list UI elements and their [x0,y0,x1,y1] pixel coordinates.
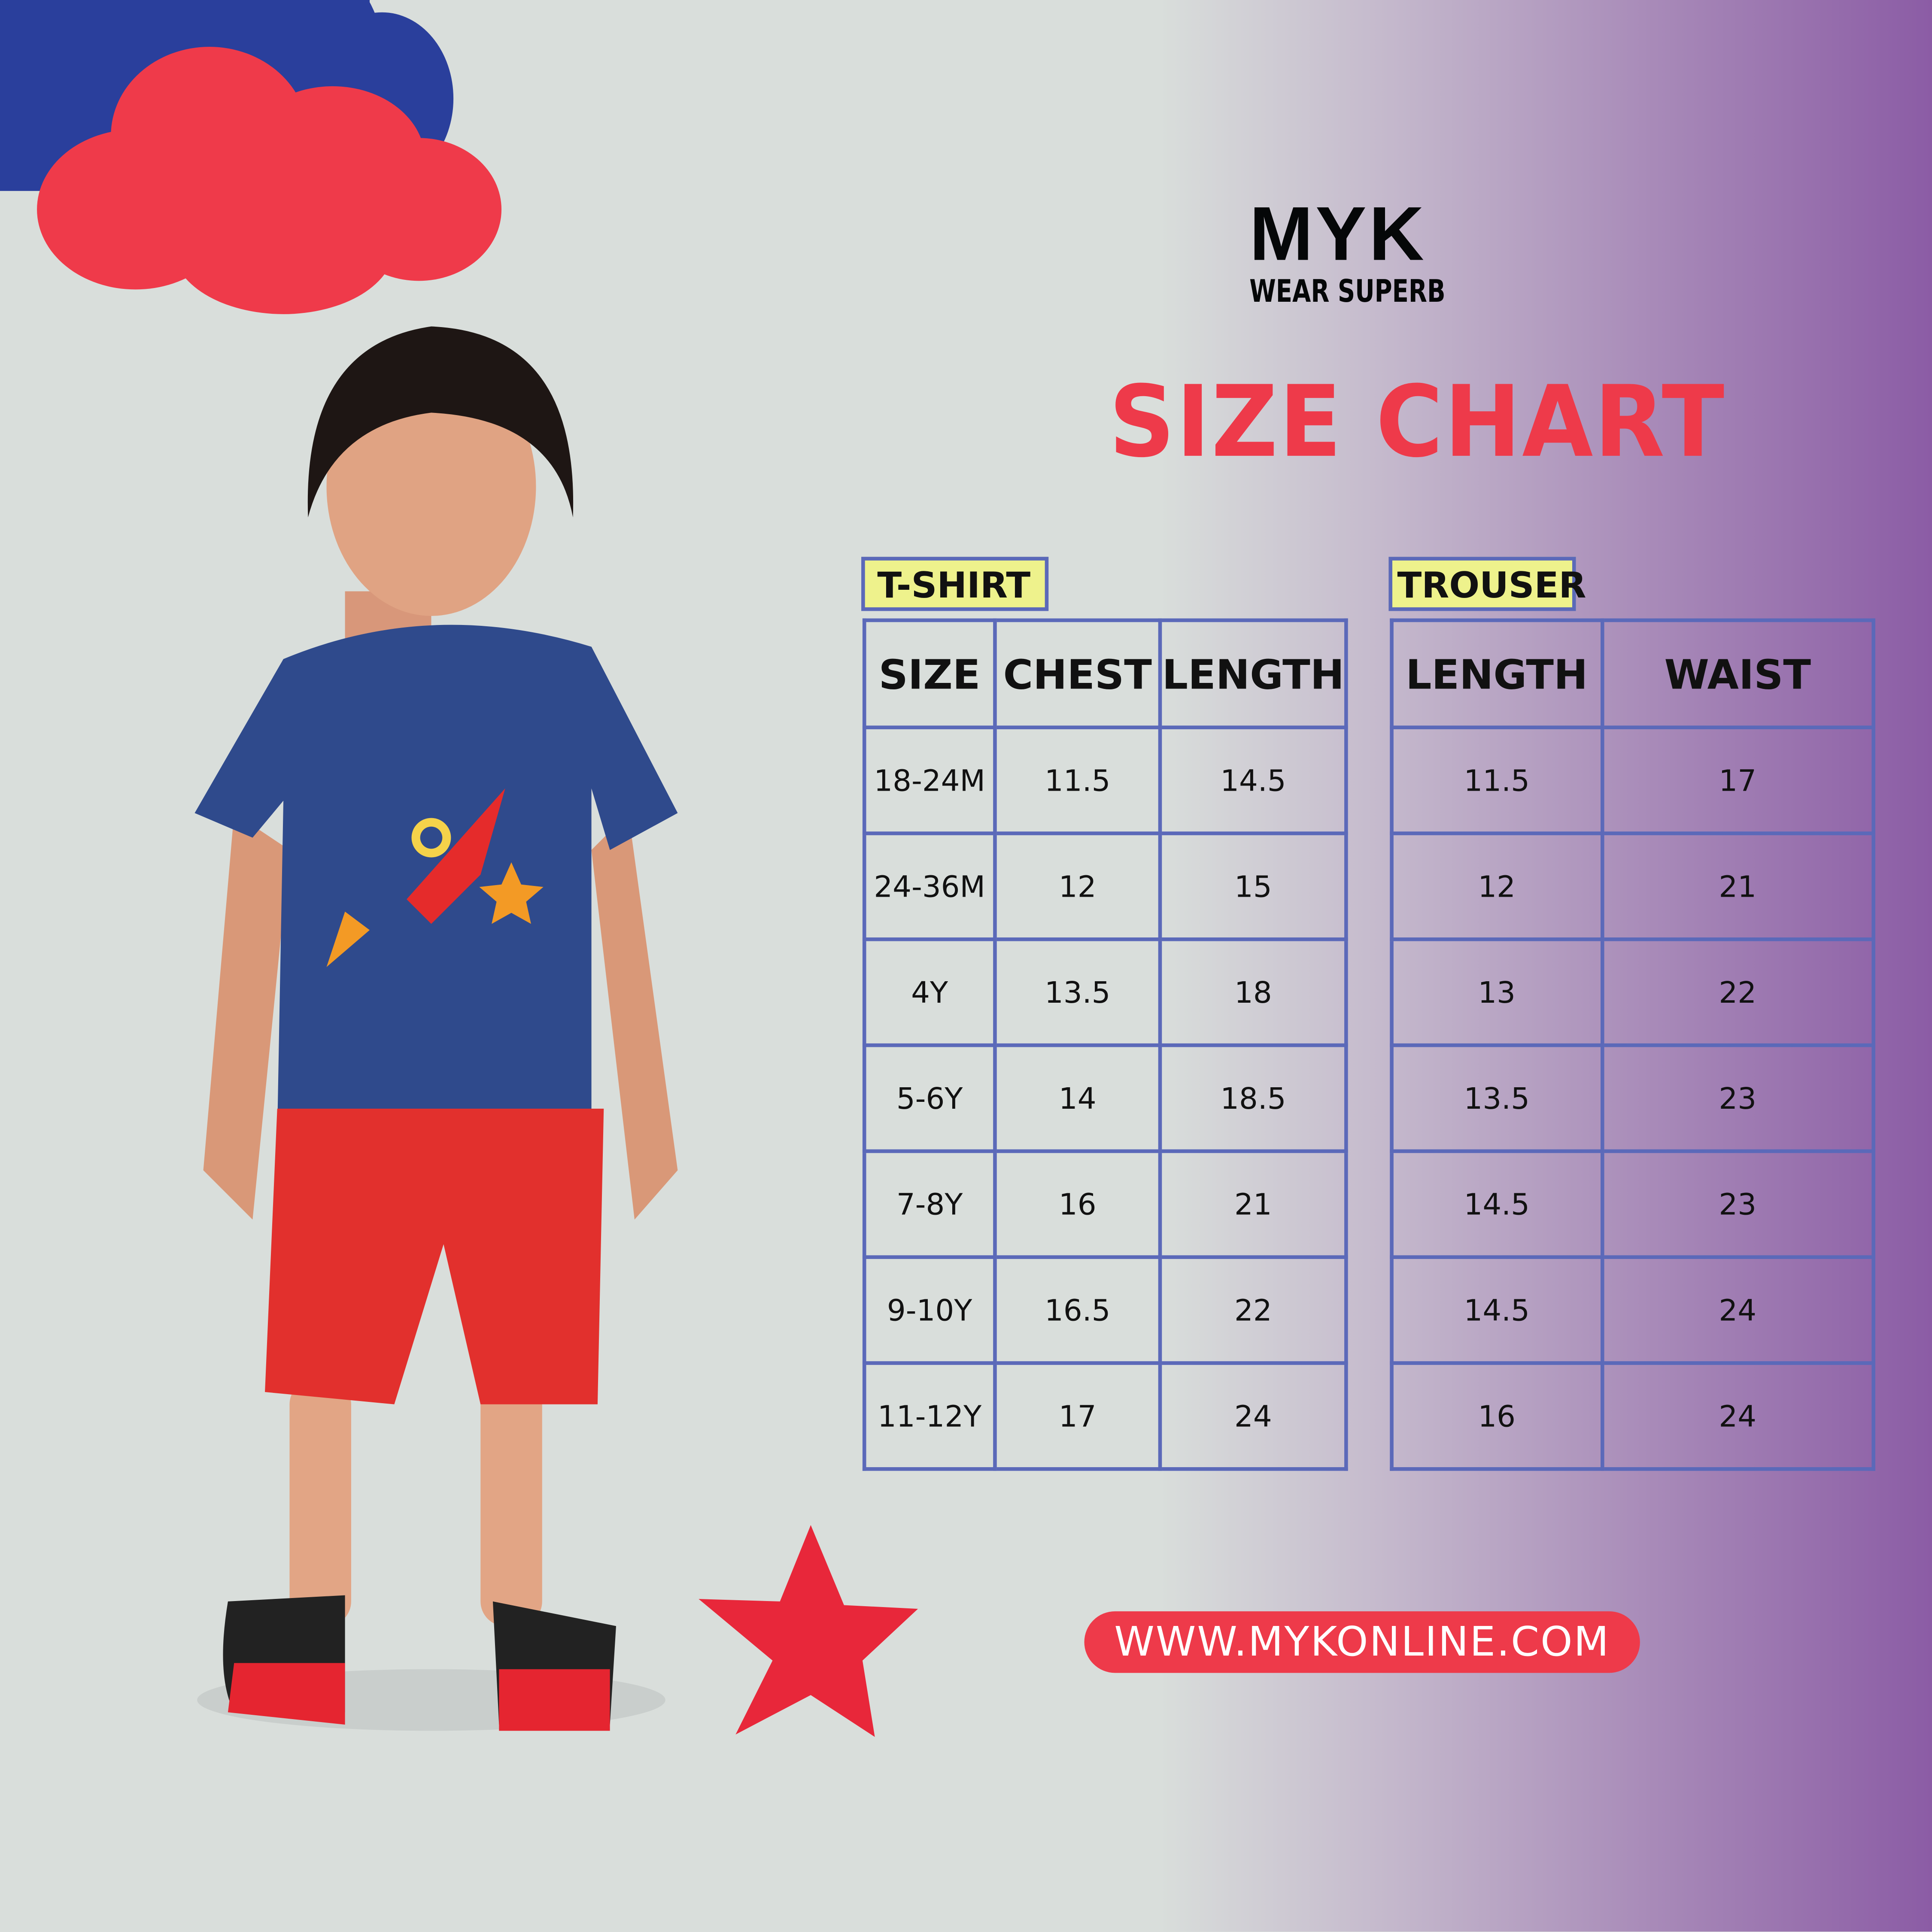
table-cell: 13 [1390,937,1604,1047]
column-header: CHEST [993,618,1162,729]
table-cell: 12 [1390,831,1604,941]
table-cell: 7-8Y [862,1149,997,1259]
table-cell: 16.5 [993,1255,1162,1365]
column-header: WAIST [1600,618,1875,729]
table-cell: 23 [1600,1149,1875,1259]
table-cell: 11-12Y [862,1361,997,1471]
trouser-size-table: LENGTH WAIST 11.5 17 12 21 13 22 13.5 23 14.5 23 14.… [1390,618,1875,1471]
table-cell: 22 [1600,937,1875,1047]
trouser-label: TROUSER [1388,557,1586,611]
column-header: LENGTH [1158,618,1348,729]
table-cell: 18.5 [1158,1043,1348,1153]
table-cell: 4Y [862,937,997,1047]
table-row: 12 21 [1390,831,1875,941]
table-row: 11.5 17 [1390,725,1875,835]
table-cell: 13.5 [993,937,1162,1047]
column-header: SIZE [862,618,997,729]
table-row: 14.5 23 [1390,1149,1875,1259]
table-cell: 18-24M [862,725,997,835]
table-cell: 14.5 [1390,1149,1604,1259]
cloud-decoration [0,0,502,314]
table-cell: 24 [1600,1255,1875,1365]
brand-logo: MYK WEAR SUPERB [1249,197,1501,309]
table-cell: 11.5 [993,725,1162,835]
table-cell: 15 [1158,831,1348,941]
table-row: 24-36M 12 15 [862,831,1348,941]
table-row: 7-8Y 16 21 [862,1149,1348,1259]
website-link[interactable]: WWW.MYKONLINE.COM [1084,1611,1640,1673]
table-cell: 16 [993,1149,1162,1259]
header-row: SIZE CHEST LENGTH [862,618,1348,729]
table-cell: 14 [993,1043,1162,1153]
table-row: 16 24 [1390,1361,1875,1471]
table-cell: 12 [993,831,1162,941]
table-row: 14.5 24 [1390,1255,1875,1365]
child-model-photo [194,326,678,1731]
page-title: SIZE CHART [1109,364,1725,479]
red-cloud [37,47,502,314]
red-shorts [265,1108,604,1404]
table-cell: 5-6Y [862,1043,997,1153]
table-row: 13 22 [1390,937,1875,1047]
table-cell: 18 [1158,937,1348,1047]
table-cell: 16 [1390,1361,1604,1471]
table-cell: 24 [1158,1361,1348,1471]
tshirt-label: T-SHIRT [861,557,1049,611]
column-header: LENGTH [1390,618,1604,729]
table-cell: 22 [1158,1255,1348,1365]
table-cell: 11.5 [1390,725,1604,835]
table-cell: 14.5 [1390,1255,1604,1365]
logo-tagline: WEAR SUPERB [1249,273,1446,309]
table-row: 9-10Y 16.5 22 [862,1255,1348,1365]
logo-wordmark: MYK [1249,192,1427,277]
table-cell: 24 [1600,1361,1875,1471]
table-cell: 17 [993,1361,1162,1471]
table-cell: 13.5 [1390,1043,1604,1153]
table-row: 13.5 23 [1390,1043,1875,1153]
table-cell: 21 [1158,1149,1348,1259]
table-cell: 17 [1600,725,1875,835]
table-cell: 9-10Y [862,1255,997,1365]
table-row: 18-24M 11.5 14.5 [862,725,1348,835]
table-cell: 24-36M [862,831,997,941]
table-row: 11-12Y 17 24 [862,1361,1348,1471]
table-cell: 23 [1600,1043,1875,1153]
table-cell: 21 [1600,831,1875,941]
table-row: 5-6Y 14 18.5 [862,1043,1348,1153]
header-row: LENGTH WAIST [1390,618,1875,729]
star-decoration [699,1525,918,1737]
table-row: 4Y 13.5 18 [862,937,1348,1047]
tshirt-size-table: SIZE CHEST LENGTH 18-24M 11.5 14.5 24-36M 12 15 4… [862,618,1348,1471]
table-cell: 14.5 [1158,725,1348,835]
